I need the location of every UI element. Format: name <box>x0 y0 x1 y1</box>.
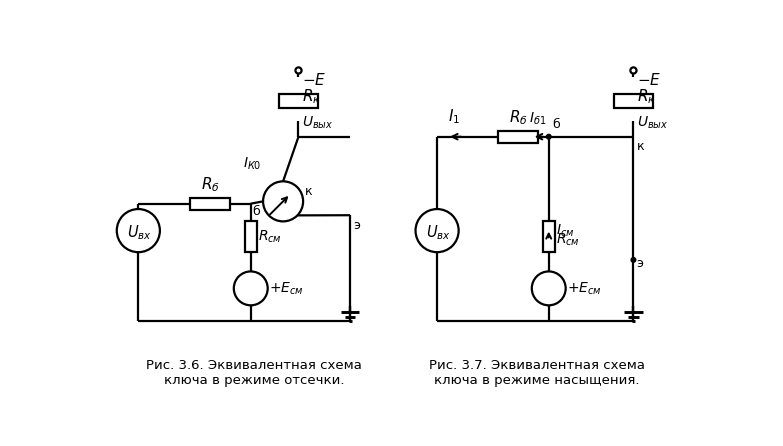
Bar <box>498 131 538 143</box>
Bar <box>543 221 555 252</box>
Circle shape <box>117 209 160 252</box>
Text: $+ E_{см}$: $+ E_{см}$ <box>567 280 602 297</box>
Text: э: э <box>353 219 360 232</box>
Text: $I_{б1}$: $I_{б1}$ <box>529 110 547 127</box>
Text: $U_{вх}$: $U_{вх}$ <box>426 223 451 242</box>
Bar <box>614 95 653 108</box>
Text: $R_б$: $R_б$ <box>200 176 219 194</box>
Text: $+ E_{см}$: $+ E_{см}$ <box>269 280 304 297</box>
Text: $R_б$: $R_б$ <box>508 109 527 128</box>
Text: $U_{вых}$: $U_{вых}$ <box>301 115 333 131</box>
Text: $U_{вых}$: $U_{вых}$ <box>637 115 668 131</box>
Text: б: б <box>252 205 260 218</box>
Circle shape <box>295 67 301 74</box>
Text: Рис. 3.7. Эквивалентная схема
ключа в режиме насыщения.: Рис. 3.7. Эквивалентная схема ключа в ре… <box>429 359 645 387</box>
Text: $I_1$: $I_1$ <box>448 107 460 126</box>
Circle shape <box>234 272 268 306</box>
Text: Рис. 3.6. Эквивалентная схема
ключа в режиме отсечки.: Рис. 3.6. Эквивалентная схема ключа в ре… <box>146 359 362 387</box>
Text: $- E$: $- E$ <box>637 72 661 88</box>
Text: $R_{см}$: $R_{см}$ <box>258 228 283 244</box>
Text: $U_{вх}$: $U_{вх}$ <box>128 223 153 242</box>
Circle shape <box>547 134 551 139</box>
Circle shape <box>263 182 303 221</box>
Text: $R_к$: $R_к$ <box>637 87 655 106</box>
Text: $R_к$: $R_к$ <box>301 87 320 106</box>
Text: к: к <box>637 140 644 153</box>
Text: э: э <box>637 257 644 270</box>
Text: $- E$: $- E$ <box>301 72 326 88</box>
Circle shape <box>532 272 565 306</box>
Text: б: б <box>552 117 560 131</box>
Circle shape <box>416 209 459 252</box>
Text: $I_{см}$: $I_{см}$ <box>557 223 575 240</box>
Circle shape <box>630 67 637 74</box>
Text: к: к <box>305 185 312 198</box>
Circle shape <box>631 258 636 262</box>
Text: $R_{см}$: $R_{см}$ <box>557 232 580 248</box>
Bar <box>244 221 257 252</box>
Bar <box>190 198 230 210</box>
Bar <box>280 95 318 108</box>
Text: $I_{К0}$: $I_{К0}$ <box>243 156 262 172</box>
